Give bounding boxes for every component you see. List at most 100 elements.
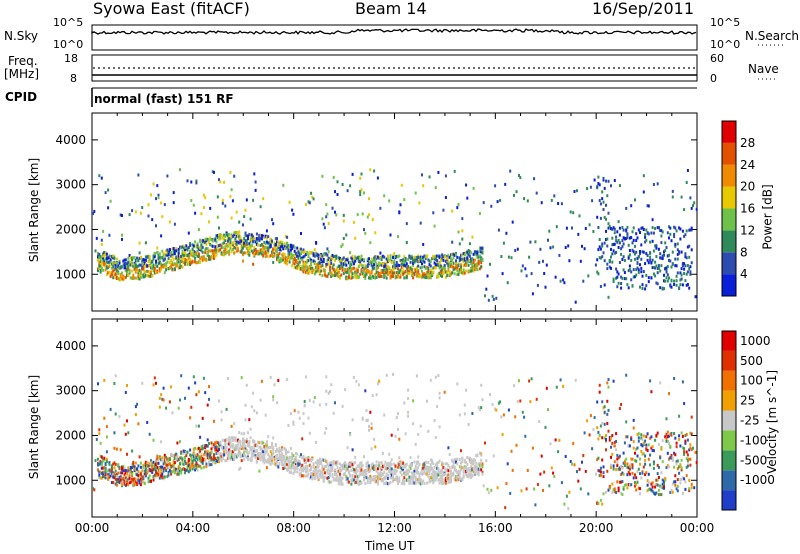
echo-cell — [332, 175, 335, 179]
echo-cell — [305, 467, 307, 470]
echo-cell — [365, 268, 368, 272]
cpid-text: normal (fast) 151 RF — [94, 92, 234, 106]
echo-cell — [150, 261, 152, 265]
echo-cell — [394, 276, 397, 280]
echo-cell — [414, 466, 417, 470]
echo-cell — [350, 482, 353, 486]
colorbar-segment — [722, 252, 736, 275]
echo-cell — [404, 264, 407, 268]
echo-cell — [320, 257, 323, 261]
echo-cell — [351, 448, 354, 452]
echo-cell — [457, 203, 460, 206]
echo-cell — [611, 243, 614, 247]
echo-cell — [656, 226, 659, 230]
echo-cell — [189, 260, 192, 264]
echo-cell — [650, 276, 653, 280]
echo-cell — [660, 264, 663, 268]
echo-cell — [128, 469, 131, 473]
echo-cell — [446, 274, 449, 278]
echo-cell — [262, 457, 265, 461]
echo-cell — [243, 450, 246, 454]
echo-cell — [263, 457, 266, 461]
echo-cell — [441, 468, 444, 472]
echo-cell — [460, 477, 462, 481]
echo-cell — [636, 256, 639, 260]
echo-cell — [341, 482, 344, 486]
echo-cell — [225, 231, 228, 235]
echo-cell — [525, 274, 528, 278]
echo-cell — [210, 463, 213, 466]
echo-cell — [137, 259, 140, 263]
echo-cell — [170, 263, 173, 266]
echo-cell — [253, 253, 256, 257]
echo-cell — [577, 232, 580, 236]
echo-cell — [255, 242, 258, 246]
echo-cell — [352, 266, 355, 270]
echo-cell — [654, 244, 657, 248]
nsky-tick-high: 10^5 — [53, 16, 84, 29]
echo-cell — [623, 259, 626, 262]
echo-cell — [114, 374, 117, 378]
echo-cell — [363, 228, 365, 232]
echo-cell — [359, 190, 362, 193]
echo-cell — [311, 195, 314, 199]
echo-cell — [104, 251, 107, 255]
echo-cell — [150, 274, 152, 278]
echo-cell — [424, 466, 427, 469]
echo-cell — [189, 244, 192, 247]
echo-cell — [323, 271, 326, 275]
echo-cell — [444, 481, 447, 485]
echo-cell — [213, 170, 215, 174]
echo-cell — [336, 469, 339, 473]
echo-cell — [112, 256, 115, 260]
echo-cell — [196, 457, 199, 461]
echo-cell — [684, 279, 687, 283]
freq-dot — [683, 67, 685, 69]
echo-cell — [221, 241, 224, 245]
echo-cell — [685, 272, 688, 276]
echo-cell — [190, 464, 193, 468]
echo-cell — [371, 464, 374, 468]
echo-cell — [671, 195, 674, 199]
echo-cell — [470, 251, 473, 255]
echo-cell — [201, 416, 204, 420]
echo-cell — [138, 263, 141, 267]
echo-cell — [446, 462, 449, 466]
echo-cell — [447, 479, 450, 483]
echo-cell — [685, 181, 688, 184]
echo-cell — [99, 257, 102, 261]
echo-cell — [283, 244, 286, 248]
echo-cell — [389, 469, 392, 473]
echo-cell — [102, 261, 105, 265]
echo-cell — [639, 231, 641, 234]
echo-cell — [235, 249, 238, 253]
echo-cell — [199, 449, 202, 453]
echo-cell — [313, 268, 316, 272]
echo-cell — [300, 472, 302, 476]
echo-cell — [371, 274, 374, 278]
echo-cell — [603, 241, 606, 245]
freq-dot — [638, 67, 640, 69]
echo-cell — [422, 274, 425, 278]
echo-cell — [148, 274, 151, 278]
echo-cell — [302, 412, 305, 416]
echo-cell — [334, 478, 336, 482]
echo-cell — [245, 198, 248, 202]
echo-cell — [184, 459, 186, 463]
echo-cell — [262, 197, 265, 201]
echo-cell — [450, 258, 452, 262]
echo-cell — [230, 424, 233, 428]
echo-cell — [355, 472, 358, 476]
echo-cell — [656, 282, 659, 286]
echo-cell — [118, 261, 121, 265]
echo-cell — [502, 241, 505, 245]
echo-cell — [205, 451, 208, 455]
echo-cell — [432, 474, 435, 478]
echo-cell — [307, 271, 310, 275]
echo-cell — [327, 476, 330, 479]
echo-cell — [317, 476, 320, 480]
echo-cell — [422, 466, 425, 470]
echo-cell — [263, 241, 266, 244]
echo-cell — [441, 274, 444, 278]
echo-cell — [151, 218, 154, 222]
